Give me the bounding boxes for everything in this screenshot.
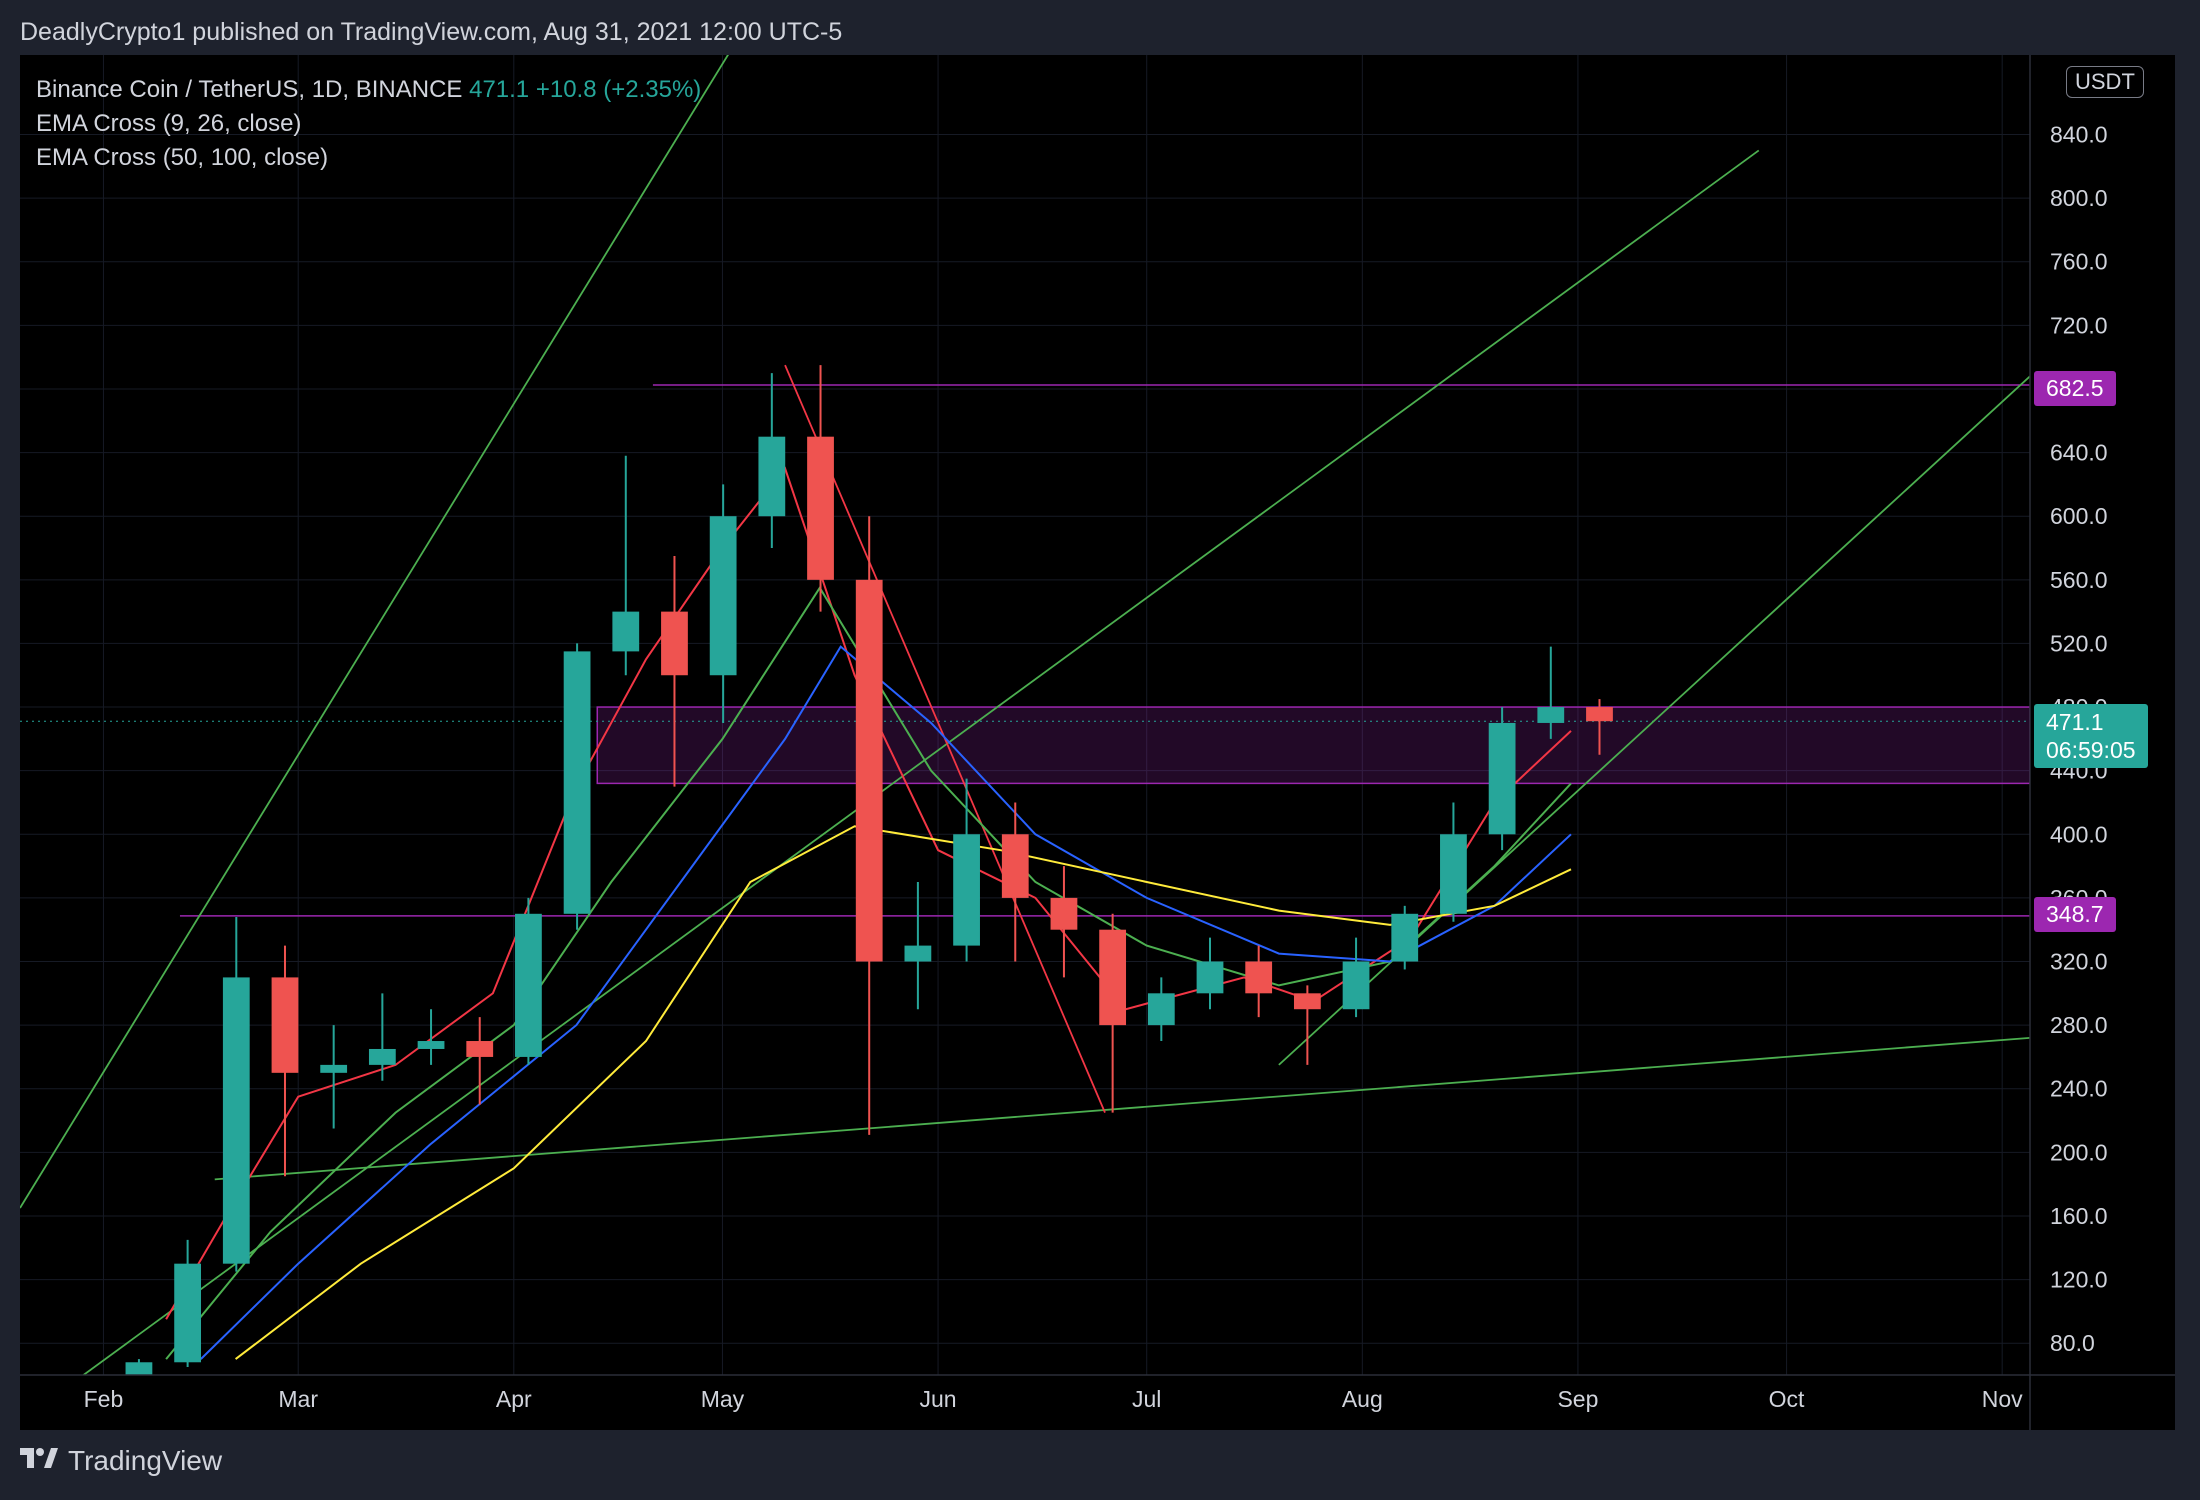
candle-body bbox=[1391, 913, 1419, 962]
candle-body bbox=[1050, 897, 1078, 930]
price-tick-label: 80.0 bbox=[2050, 1330, 2095, 1356]
candle-body bbox=[1196, 961, 1224, 994]
currency-unit-badge[interactable]: USDT bbox=[2066, 66, 2144, 98]
level-low-badge: 348.7 bbox=[2034, 897, 2116, 932]
candle-body bbox=[1001, 834, 1029, 898]
candle-body bbox=[320, 1064, 348, 1073]
price-tick-label: 160.0 bbox=[2050, 1203, 2108, 1229]
legend-symbol-row[interactable]: Binance Coin / TetherUS, 1D, BINANCE 471… bbox=[36, 73, 701, 107]
legend-change: +10.8 (+2.35%) bbox=[535, 76, 702, 103]
time-tick-label: Aug bbox=[1342, 1386, 1383, 1412]
countdown-value: 06:59:05 bbox=[2046, 737, 2136, 763]
time-tick-label: Jun bbox=[920, 1386, 957, 1412]
price-chart[interactable]: 80.0120.0160.0200.0240.0280.0320.0360.04… bbox=[20, 55, 2175, 1430]
last-price-value: 471.1 bbox=[2046, 709, 2104, 735]
candle-body bbox=[709, 516, 737, 676]
time-tick-label: Oct bbox=[1769, 1386, 1805, 1412]
tradingview-logo-icon[interactable] bbox=[20, 1445, 58, 1477]
price-tick-label: 720.0 bbox=[2050, 312, 2108, 338]
time-tick-label: Apr bbox=[496, 1386, 532, 1412]
time-tick-label: May bbox=[701, 1386, 745, 1412]
legend-ema2[interactable]: EMA Cross (50, 100, close) bbox=[36, 144, 329, 171]
candle-body bbox=[1586, 707, 1613, 722]
candle-body bbox=[1293, 993, 1321, 1010]
legend-symbol: Binance Coin / TetherUS, 1D, BINANCE bbox=[36, 76, 463, 103]
time-tick-label: Nov bbox=[1982, 1386, 2023, 1412]
time-tick-label: Sep bbox=[1557, 1386, 1598, 1412]
trendline-3 bbox=[214, 1036, 2030, 1181]
candle-body bbox=[125, 1362, 153, 1375]
candle-body bbox=[271, 977, 299, 1073]
candle-body bbox=[563, 651, 591, 914]
candle-body bbox=[1099, 929, 1127, 1026]
price-tick-label: 120.0 bbox=[2050, 1267, 2108, 1293]
ema-line-ema50 bbox=[200, 645, 1572, 1360]
price-tick-label: 560.0 bbox=[2050, 567, 2108, 593]
candle-body bbox=[904, 945, 932, 962]
time-tick-label: Jul bbox=[1132, 1386, 1161, 1412]
level-high-badge: 682.5 bbox=[2034, 371, 2116, 406]
publisher-line: DeadlyCrypto1 published on TradingView.c… bbox=[20, 18, 843, 46]
trendline-1 bbox=[20, 55, 729, 1209]
candle-body bbox=[661, 611, 688, 676]
price-tick-label: 320.0 bbox=[2050, 949, 2108, 975]
footer: TradingView bbox=[20, 1445, 222, 1477]
supply-zone-rect bbox=[596, 706, 2030, 785]
candle-body bbox=[417, 1041, 445, 1049]
legend-ema1[interactable]: EMA Cross (9, 26, close) bbox=[36, 110, 302, 137]
price-tick-label: 520.0 bbox=[2050, 630, 2108, 656]
candle-body bbox=[515, 913, 542, 1057]
time-tick-label: Mar bbox=[278, 1386, 318, 1412]
candle-body bbox=[466, 1041, 494, 1057]
price-tick-label: 800.0 bbox=[2050, 185, 2108, 211]
time-tick-label: Feb bbox=[84, 1386, 124, 1412]
candle-body bbox=[855, 579, 883, 962]
candle-body bbox=[1537, 707, 1565, 723]
candle-body bbox=[368, 1048, 396, 1065]
candle-body bbox=[1342, 961, 1370, 1010]
footer-brand[interactable]: TradingView bbox=[68, 1445, 223, 1476]
candle-body bbox=[953, 834, 980, 946]
candle-body bbox=[174, 1263, 202, 1363]
legend-last: 471.1 bbox=[469, 76, 530, 103]
price-tick-label: 840.0 bbox=[2050, 122, 2108, 148]
last-price-badge: 471.1 06:59:05 bbox=[2034, 704, 2148, 768]
price-tick-label: 760.0 bbox=[2050, 249, 2108, 275]
candle-body bbox=[612, 611, 640, 652]
candle-body bbox=[807, 436, 834, 580]
price-tick-label: 640.0 bbox=[2050, 440, 2108, 466]
price-tick-label: 280.0 bbox=[2050, 1012, 2108, 1038]
candle-body bbox=[1440, 834, 1467, 914]
candle-body bbox=[1147, 993, 1175, 1026]
candle-body bbox=[758, 436, 786, 517]
price-tick-label: 240.0 bbox=[2050, 1076, 2108, 1102]
chart-legend: Binance Coin / TetherUS, 1D, BINANCE 471… bbox=[36, 73, 701, 175]
plot-group bbox=[20, 55, 2030, 1375]
price-tick-label: 200.0 bbox=[2050, 1139, 2108, 1165]
candle-body bbox=[1488, 722, 1516, 835]
trendline-2 bbox=[81, 149, 1760, 1375]
candle-body bbox=[222, 977, 250, 1264]
chart-area[interactable]: 80.0120.0160.0200.0240.0280.0320.0360.04… bbox=[20, 55, 2175, 1430]
price-tick-label: 400.0 bbox=[2050, 821, 2108, 847]
candle-body bbox=[1245, 961, 1273, 994]
price-tick-label: 600.0 bbox=[2050, 503, 2108, 529]
